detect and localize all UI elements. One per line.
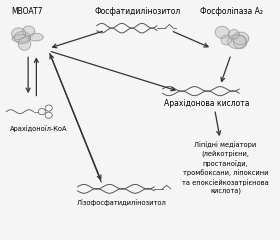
Polygon shape <box>12 35 31 42</box>
Polygon shape <box>234 35 247 49</box>
Polygon shape <box>18 37 31 50</box>
Polygon shape <box>232 32 249 45</box>
Text: Арахідонова кислота: Арахідонова кислота <box>164 99 249 108</box>
Text: MBOAT7: MBOAT7 <box>11 7 43 16</box>
Polygon shape <box>12 28 25 40</box>
Text: Лізофосфатидилінозитол: Лізофосфатидилінозитол <box>76 199 166 206</box>
Polygon shape <box>23 26 35 36</box>
Polygon shape <box>227 35 246 48</box>
Text: Ліпідні медіатори
(лейкотрієни,
простаноїди,
тромбоксани, ліпоксини
та епоксіейк: Ліпідні медіатори (лейкотрієни, простано… <box>182 141 269 194</box>
Polygon shape <box>14 32 31 44</box>
Text: Фосфатидилінозитол: Фосфатидилінозитол <box>95 7 181 16</box>
Text: Арахідоноїл-КоА: Арахідоноїл-КоА <box>10 125 68 132</box>
Polygon shape <box>215 26 229 38</box>
Text: Фосфоліпаза A₂: Фосфоліпаза A₂ <box>200 7 263 16</box>
Polygon shape <box>29 33 43 41</box>
Polygon shape <box>221 35 231 45</box>
Polygon shape <box>228 30 239 39</box>
